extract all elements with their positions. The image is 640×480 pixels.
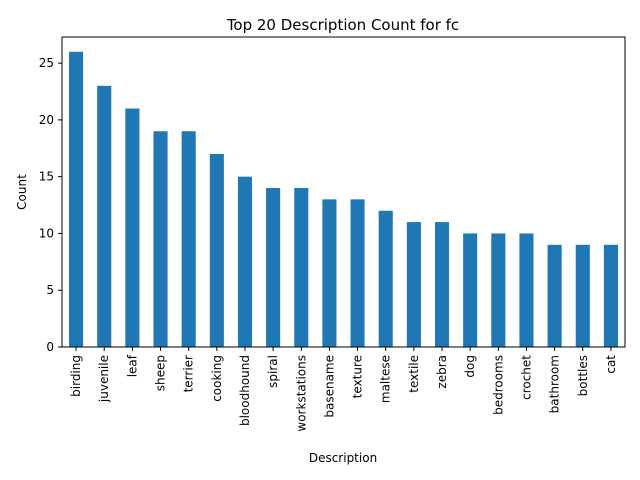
x-tick-label-bloodhound: bloodhound (238, 355, 252, 426)
bar-bathroom (547, 244, 562, 347)
y-tick-label: 25 (39, 56, 54, 70)
bar-texture (350, 199, 365, 347)
x-tick-label-workstations: workstations (294, 355, 308, 432)
y-tick-label: 10 (39, 226, 54, 240)
bar-zebra (434, 222, 450, 347)
bar-leaf (125, 108, 140, 348)
bar-basename (322, 199, 337, 347)
x-tick-label-birding: birding (69, 355, 83, 397)
bar-cat (603, 244, 618, 347)
x-tick-label-zebra: zebra (435, 355, 449, 389)
bar-birding (69, 51, 84, 348)
x-tick-label-texture: texture (351, 355, 365, 398)
x-tick-label-bottles: bottles (576, 355, 590, 396)
x-tick-label-crochet: crochet (519, 355, 533, 400)
y-tick-label: 5 (46, 283, 54, 297)
x-tick-label-dog: dog (463, 355, 477, 378)
x-axis-ticks: birding juvenile leaf sheep terrier cooking bl… (69, 347, 618, 432)
bar-crochet (519, 233, 534, 347)
bar-cooking (209, 153, 224, 347)
x-tick-label-cooking: cooking (210, 355, 224, 402)
x-tick-label-maltese: maltese (379, 355, 393, 403)
x-tick-label-bedrooms: bedrooms (491, 355, 505, 415)
x-tick-label-spiral: spiral (266, 355, 280, 388)
bar-workstations (294, 188, 309, 347)
y-axis-ticks: 0 5 10 15 20 25 (39, 56, 62, 354)
x-tick-label-cat: cat (604, 355, 618, 374)
bar-textile (406, 222, 421, 347)
bar-spiral (266, 188, 281, 347)
bar-bottles (575, 244, 590, 347)
x-tick-label-basename: basename (322, 355, 336, 418)
bar-bedrooms (491, 233, 506, 347)
x-axis-label: Description (309, 451, 377, 465)
bar-dog (463, 233, 478, 347)
bar-terrier (181, 131, 196, 347)
bar-bloodhound (237, 176, 253, 347)
x-tick-label-bathroom: bathroom (548, 355, 562, 413)
x-tick-label-sheep: sheep (154, 355, 168, 391)
x-tick-label-leaf: leaf (125, 354, 139, 377)
y-tick-label: 20 (39, 113, 54, 127)
bar-maltese (378, 210, 393, 347)
y-tick-label: 0 (46, 340, 54, 354)
y-tick-label: 15 (39, 170, 54, 184)
y-axis-label: Count (15, 174, 29, 210)
plot-frame (61, 36, 626, 348)
chart-title: Top 20 Description Count for fc (226, 16, 459, 34)
bars-group (69, 51, 618, 348)
x-tick-label-textile: textile (407, 355, 421, 393)
bar-juvenile (97, 85, 112, 348)
x-tick-label-juvenile: juvenile (97, 355, 111, 403)
bar-sheep (153, 131, 168, 347)
x-tick-label-terrier: terrier (182, 355, 196, 392)
